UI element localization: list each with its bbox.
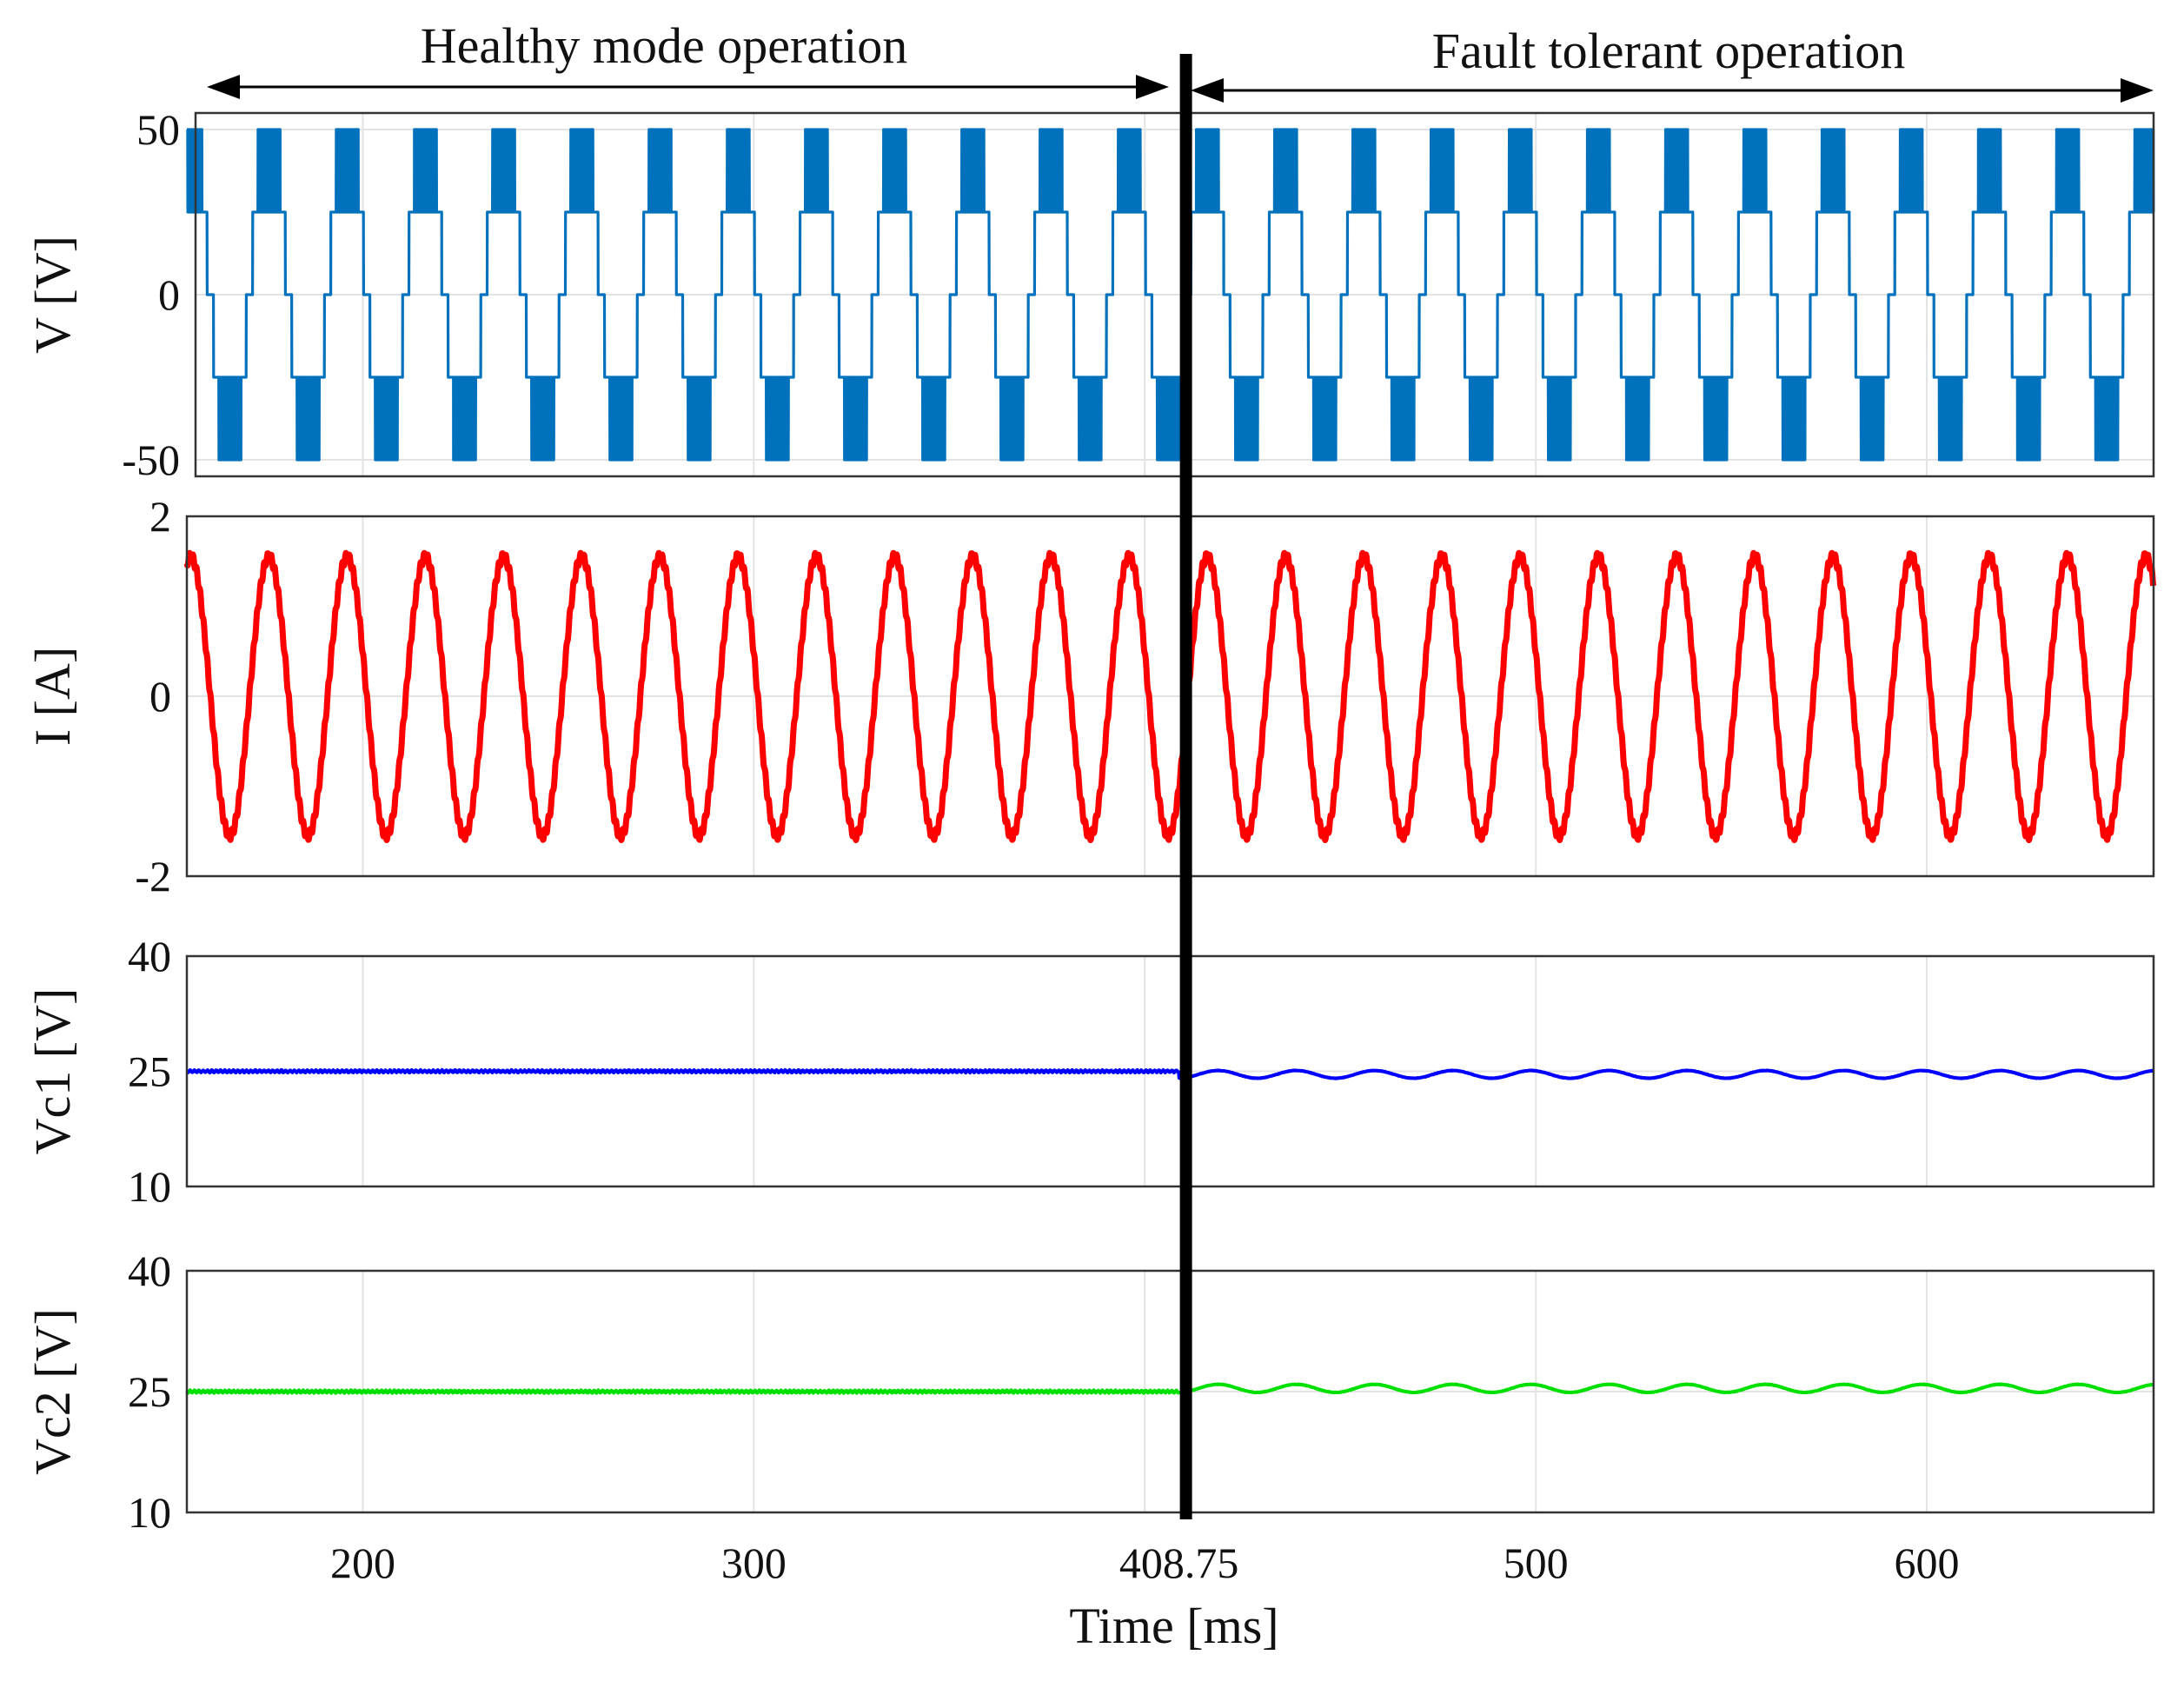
y-tick-label-vc2: 10 [128,1488,171,1537]
series-line-i [183,549,2157,843]
series-line-vc1 [185,1067,2155,1080]
x-tick-label: 500 [1504,1538,1569,1587]
annotation-arrow-healthy-head-right [1136,75,1169,99]
axes-frame-vc1 [185,954,2155,1188]
annotation-arrow-fault-head-left [1191,78,1224,103]
y-tick-label-vc2: 25 [128,1367,171,1416]
annotation-healthy: Healthy mode operation [421,17,908,74]
y-tick-label-i: -2 [135,852,171,900]
x-tick-label: 408.75 [1119,1538,1239,1587]
annotation-arrow-healthy-head-left [207,75,240,99]
x-tick-label: 300 [721,1538,787,1587]
axes-frame-i [185,515,2155,878]
y-axis-label-i: I [A] [24,647,81,746]
axes-frames [185,54,2155,1519]
annotations: Healthy mode operation Fault tolerant op… [421,17,1905,79]
y-tick-label-vc1: 40 [128,932,171,980]
data-series [183,128,2157,1395]
y-axis-label-v: V [V] [24,236,81,354]
x-axis-label: Time [ms] [1069,1598,1278,1654]
y-axis-label-vc2: Vc2 [V] [24,1308,81,1475]
y-tick-label-v: -50 [122,435,180,484]
axes-frame-v [194,111,2155,478]
series-line-vc2 [185,1382,2155,1395]
x-tick-label: 200 [330,1538,395,1587]
annotation-arrow-fault-head-right [2121,78,2154,103]
y-axis-label-vc1: Vc1 [V] [24,988,81,1155]
y-tick-label-i: 2 [149,492,171,541]
y-tick-label-v: 0 [158,270,180,319]
x-tick-label: 600 [1895,1538,1960,1587]
y-tick-label-i: 0 [149,672,171,721]
axes-frame-vc2 [185,1269,2155,1514]
y-tick-label-vc1: 25 [128,1047,171,1096]
y-tick-label-vc2: 40 [128,1246,171,1295]
y-tick-label-vc1: 10 [128,1162,171,1211]
y-tick-label-v: 50 [136,105,180,154]
series-line-v [185,128,2155,462]
annotation-fault: Fault tolerant operation [1432,23,1905,79]
